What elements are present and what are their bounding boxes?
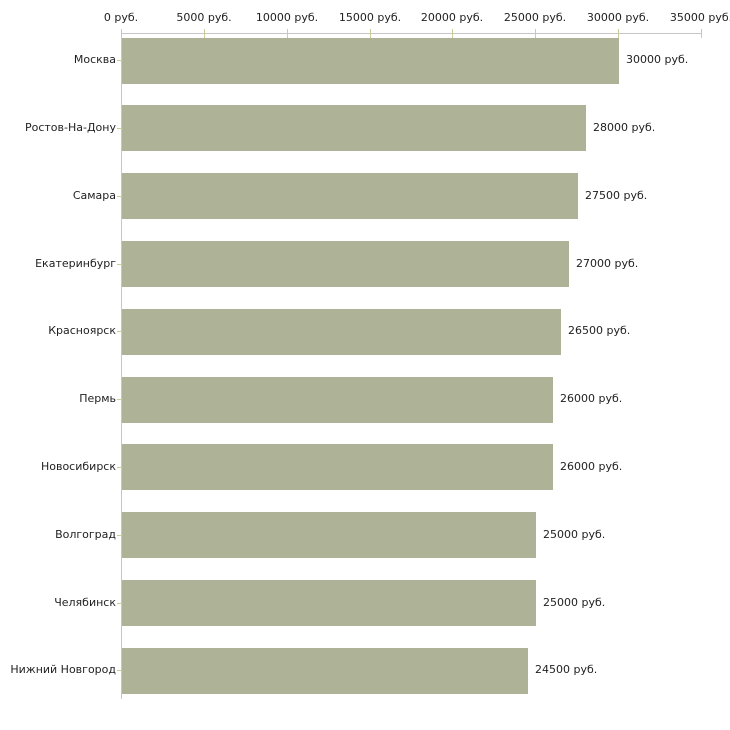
y-axis-tick bbox=[117, 399, 122, 400]
y-axis-line bbox=[121, 33, 122, 699]
category-label: Волгоград bbox=[55, 528, 116, 541]
y-axis-tick bbox=[117, 331, 122, 332]
category-label: Пермь bbox=[79, 392, 116, 405]
bar-8 bbox=[122, 512, 536, 558]
bar-1 bbox=[122, 38, 619, 84]
category-label: Москва bbox=[73, 53, 116, 66]
value-label: 26500 руб. bbox=[568, 324, 631, 337]
category-label: Самара bbox=[72, 189, 116, 202]
value-label: 28000 руб. bbox=[593, 121, 656, 134]
y-axis-tick bbox=[117, 603, 122, 604]
bar-3 bbox=[122, 173, 578, 219]
x-axis-tick bbox=[452, 29, 453, 38]
y-axis-tick bbox=[117, 128, 122, 129]
x-axis-tick-label: 20000 руб. bbox=[420, 11, 484, 24]
x-axis-tick-label: 15000 руб. bbox=[338, 11, 402, 24]
x-axis-tick-label: 0 руб. bbox=[103, 11, 139, 24]
x-axis-tick-label: 30000 руб. bbox=[586, 11, 650, 24]
category-label: Нижний Новгород bbox=[10, 663, 116, 676]
x-axis-tick-label: 5000 руб. bbox=[176, 11, 232, 24]
value-label: 25000 руб. bbox=[543, 596, 606, 609]
value-label: 26000 руб. bbox=[560, 392, 623, 405]
x-axis-tick-label: 10000 руб. bbox=[255, 11, 319, 24]
y-axis-tick bbox=[117, 670, 122, 671]
x-axis-tick bbox=[370, 29, 371, 38]
bar-2 bbox=[122, 105, 586, 151]
x-axis-tick bbox=[618, 29, 619, 38]
value-label: 25000 руб. bbox=[543, 528, 606, 541]
bar-4 bbox=[122, 241, 569, 287]
value-label: 24500 руб. bbox=[535, 663, 598, 676]
x-axis-tick bbox=[287, 29, 288, 38]
value-label: 27500 руб. bbox=[585, 189, 648, 202]
category-label: Екатеринбург bbox=[35, 257, 116, 270]
category-label: Красноярск bbox=[48, 324, 116, 337]
y-axis-tick bbox=[117, 535, 122, 536]
bar-7 bbox=[122, 444, 553, 490]
x-axis-tick bbox=[535, 29, 536, 38]
y-axis-tick bbox=[117, 467, 122, 468]
x-axis-line bbox=[121, 33, 702, 34]
y-axis-tick bbox=[117, 60, 122, 61]
x-axis-tick bbox=[204, 29, 205, 38]
bar-10 bbox=[122, 648, 528, 694]
x-axis-tick bbox=[121, 29, 122, 38]
bar-5 bbox=[122, 309, 561, 355]
value-label: 27000 руб. bbox=[576, 257, 639, 270]
bar-9 bbox=[122, 580, 536, 626]
value-label: 30000 руб. bbox=[626, 53, 689, 66]
x-axis-tick-label: 35000 руб. bbox=[669, 11, 730, 24]
x-axis-tick bbox=[701, 29, 702, 38]
category-label: Ростов-На-Дону bbox=[24, 121, 116, 134]
category-label: Новосибирск bbox=[40, 460, 116, 473]
x-axis-tick-label: 25000 руб. bbox=[503, 11, 567, 24]
y-axis-tick bbox=[117, 196, 122, 197]
bar-6 bbox=[122, 377, 553, 423]
y-axis-tick bbox=[117, 264, 122, 265]
category-label: Челябинск bbox=[54, 596, 116, 609]
value-label: 26000 руб. bbox=[560, 460, 623, 473]
